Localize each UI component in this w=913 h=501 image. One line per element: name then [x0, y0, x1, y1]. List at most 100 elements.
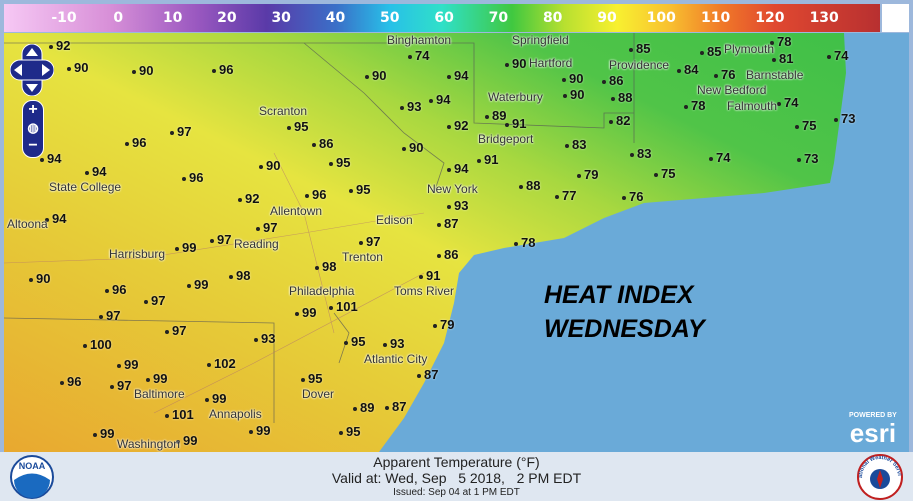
heat-index-value: 87 [416, 367, 439, 382]
heat-index-value: 74 [407, 48, 430, 63]
city-label: Bridgeport [478, 132, 534, 146]
heat-index-value: 93 [399, 99, 422, 114]
legend-end-cap [882, 4, 909, 32]
heat-index-value: 96 [211, 62, 234, 77]
heat-index-value: 90 [28, 271, 51, 286]
heat-index-value: 96 [59, 374, 82, 389]
land-area [4, 33, 846, 452]
legend-tick: 110 [700, 10, 731, 26]
heat-index-value: 84 [676, 62, 699, 77]
heat-index-value: 90 [364, 68, 387, 83]
heat-index-value: 97 [143, 293, 166, 308]
heat-index-value: 97 [358, 234, 381, 249]
heat-index-value: 98 [228, 268, 251, 283]
zoom-out-button[interactable]: − [28, 137, 38, 154]
heat-index-value: 94 [44, 211, 67, 226]
heat-index-value: 99 [294, 305, 317, 320]
legend-tick: -10 [51, 10, 77, 26]
globe-icon[interactable]: ◍ [27, 120, 39, 135]
heat-index-value: 83 [629, 146, 652, 161]
legend-tick: 50 [380, 10, 400, 26]
heat-index-value: 73 [833, 111, 856, 126]
city-label: Toms River [394, 284, 455, 298]
city-label: Waterbury [488, 90, 543, 104]
heat-index-value: 90 [401, 140, 424, 155]
heat-index-value: 76 [713, 67, 736, 82]
heat-index-value: 91 [418, 268, 441, 283]
legend-tick: 0 [113, 10, 124, 26]
footer-issued-time: Issued: Sep 04 at 1 PM EDT [393, 487, 520, 498]
pan-arrows-icon[interactable] [10, 44, 54, 96]
heat-index-value: 99 [204, 391, 227, 406]
heat-index-value: 95 [338, 424, 361, 439]
footer-valid-time: Valid at: Wed, Sep 5 2018, 2 PM EDT [331, 470, 582, 486]
city-label: Philadelphia [289, 284, 355, 298]
heat-index-value: 89 [352, 400, 375, 415]
esri-text: esri [849, 418, 897, 448]
heat-index-value: 97 [164, 323, 187, 338]
heat-index-value: 88 [610, 90, 633, 105]
heat-index-value: 74 [826, 48, 849, 63]
heat-index-value: 94 [84, 164, 107, 179]
footer-product: Apparent Temperature (°F) [373, 454, 540, 470]
heat-index-value: 95 [348, 182, 371, 197]
heat-index-value: 79 [432, 317, 455, 332]
city-label: Harrisburg [109, 247, 166, 261]
zoom-in-button[interactable]: + [28, 101, 38, 118]
map-canvas[interactable]: 92 90 90 96 74 90 94 90 90 86 85 85 78 74 84 81 76 74 90 88… [4, 33, 909, 452]
heat-index-value: 98 [314, 259, 337, 274]
legend-tick: 120 [755, 10, 785, 26]
legend-tick: 40 [325, 10, 346, 26]
heat-index-value: 90 [258, 158, 281, 173]
heat-index-value: 94 [39, 151, 62, 166]
heat-index-value: 99 [92, 426, 115, 441]
city-label: Dover [302, 387, 335, 401]
city-label: Altoona [7, 217, 48, 231]
legend-tick: 20 [217, 10, 237, 26]
heat-index-value: 78 [769, 34, 792, 49]
heat-index-value: 76 [621, 189, 644, 204]
legend-tick: 130 [809, 10, 839, 26]
esri-logo: POWERED BY esri [849, 411, 897, 446]
heat-index-value: 100 [83, 337, 112, 352]
city-label: Baltimore [134, 387, 185, 401]
city-label: Plymouth [724, 42, 775, 56]
zoom-control: + ◍ − [22, 100, 44, 158]
state-borders [4, 33, 635, 423]
heat-index-value: 97 [169, 124, 192, 139]
heat-index-value: 90 [66, 60, 89, 75]
heat-index-value: 97 [209, 232, 232, 247]
city-label: Barnstable [746, 68, 804, 82]
city-label: Falmouth [727, 99, 778, 113]
city-label: Springfield [512, 33, 569, 47]
heat-index-value: 99 [145, 371, 168, 386]
city-label: Annapolis [209, 407, 262, 421]
heat-index-value: 87 [436, 216, 459, 231]
heat-index-value: 82 [608, 113, 631, 128]
heat-index-value: 94 [446, 68, 469, 83]
heat-index-value: 86 [436, 247, 459, 262]
city-label: State College [49, 180, 122, 194]
heat-index-value: 92 [237, 191, 260, 206]
heat-index-value: 79 [576, 167, 599, 182]
heat-index-value: 93 [382, 336, 405, 351]
legend-tick: 10 [162, 10, 183, 26]
city-label: Binghamton [387, 33, 452, 47]
heat-index-value: 95 [300, 371, 323, 386]
powered-by-text: POWERED BY [849, 412, 897, 419]
heat-index-value: 73 [796, 151, 819, 166]
legend-tick: 70 [488, 10, 509, 26]
noaa-logo-text: NOAA [19, 461, 46, 471]
map-footer: NOAA National Weather Service Apparent T… [0, 452, 913, 501]
heat-index-value: 90 [131, 63, 154, 78]
land-layer [4, 33, 846, 452]
heat-index-value: 102 [207, 356, 236, 371]
heat-index-value: 96 [304, 187, 327, 202]
heat-index-value: 74 [708, 150, 731, 165]
heat-index-value: 85 [628, 41, 651, 56]
heat-index-value: 96 [124, 135, 147, 150]
heat-index-value: 97 [109, 378, 132, 393]
heat-index-value: 95 [343, 334, 366, 349]
heat-index-value: 97 [98, 308, 121, 323]
heat-index-value: 75 [794, 118, 817, 133]
